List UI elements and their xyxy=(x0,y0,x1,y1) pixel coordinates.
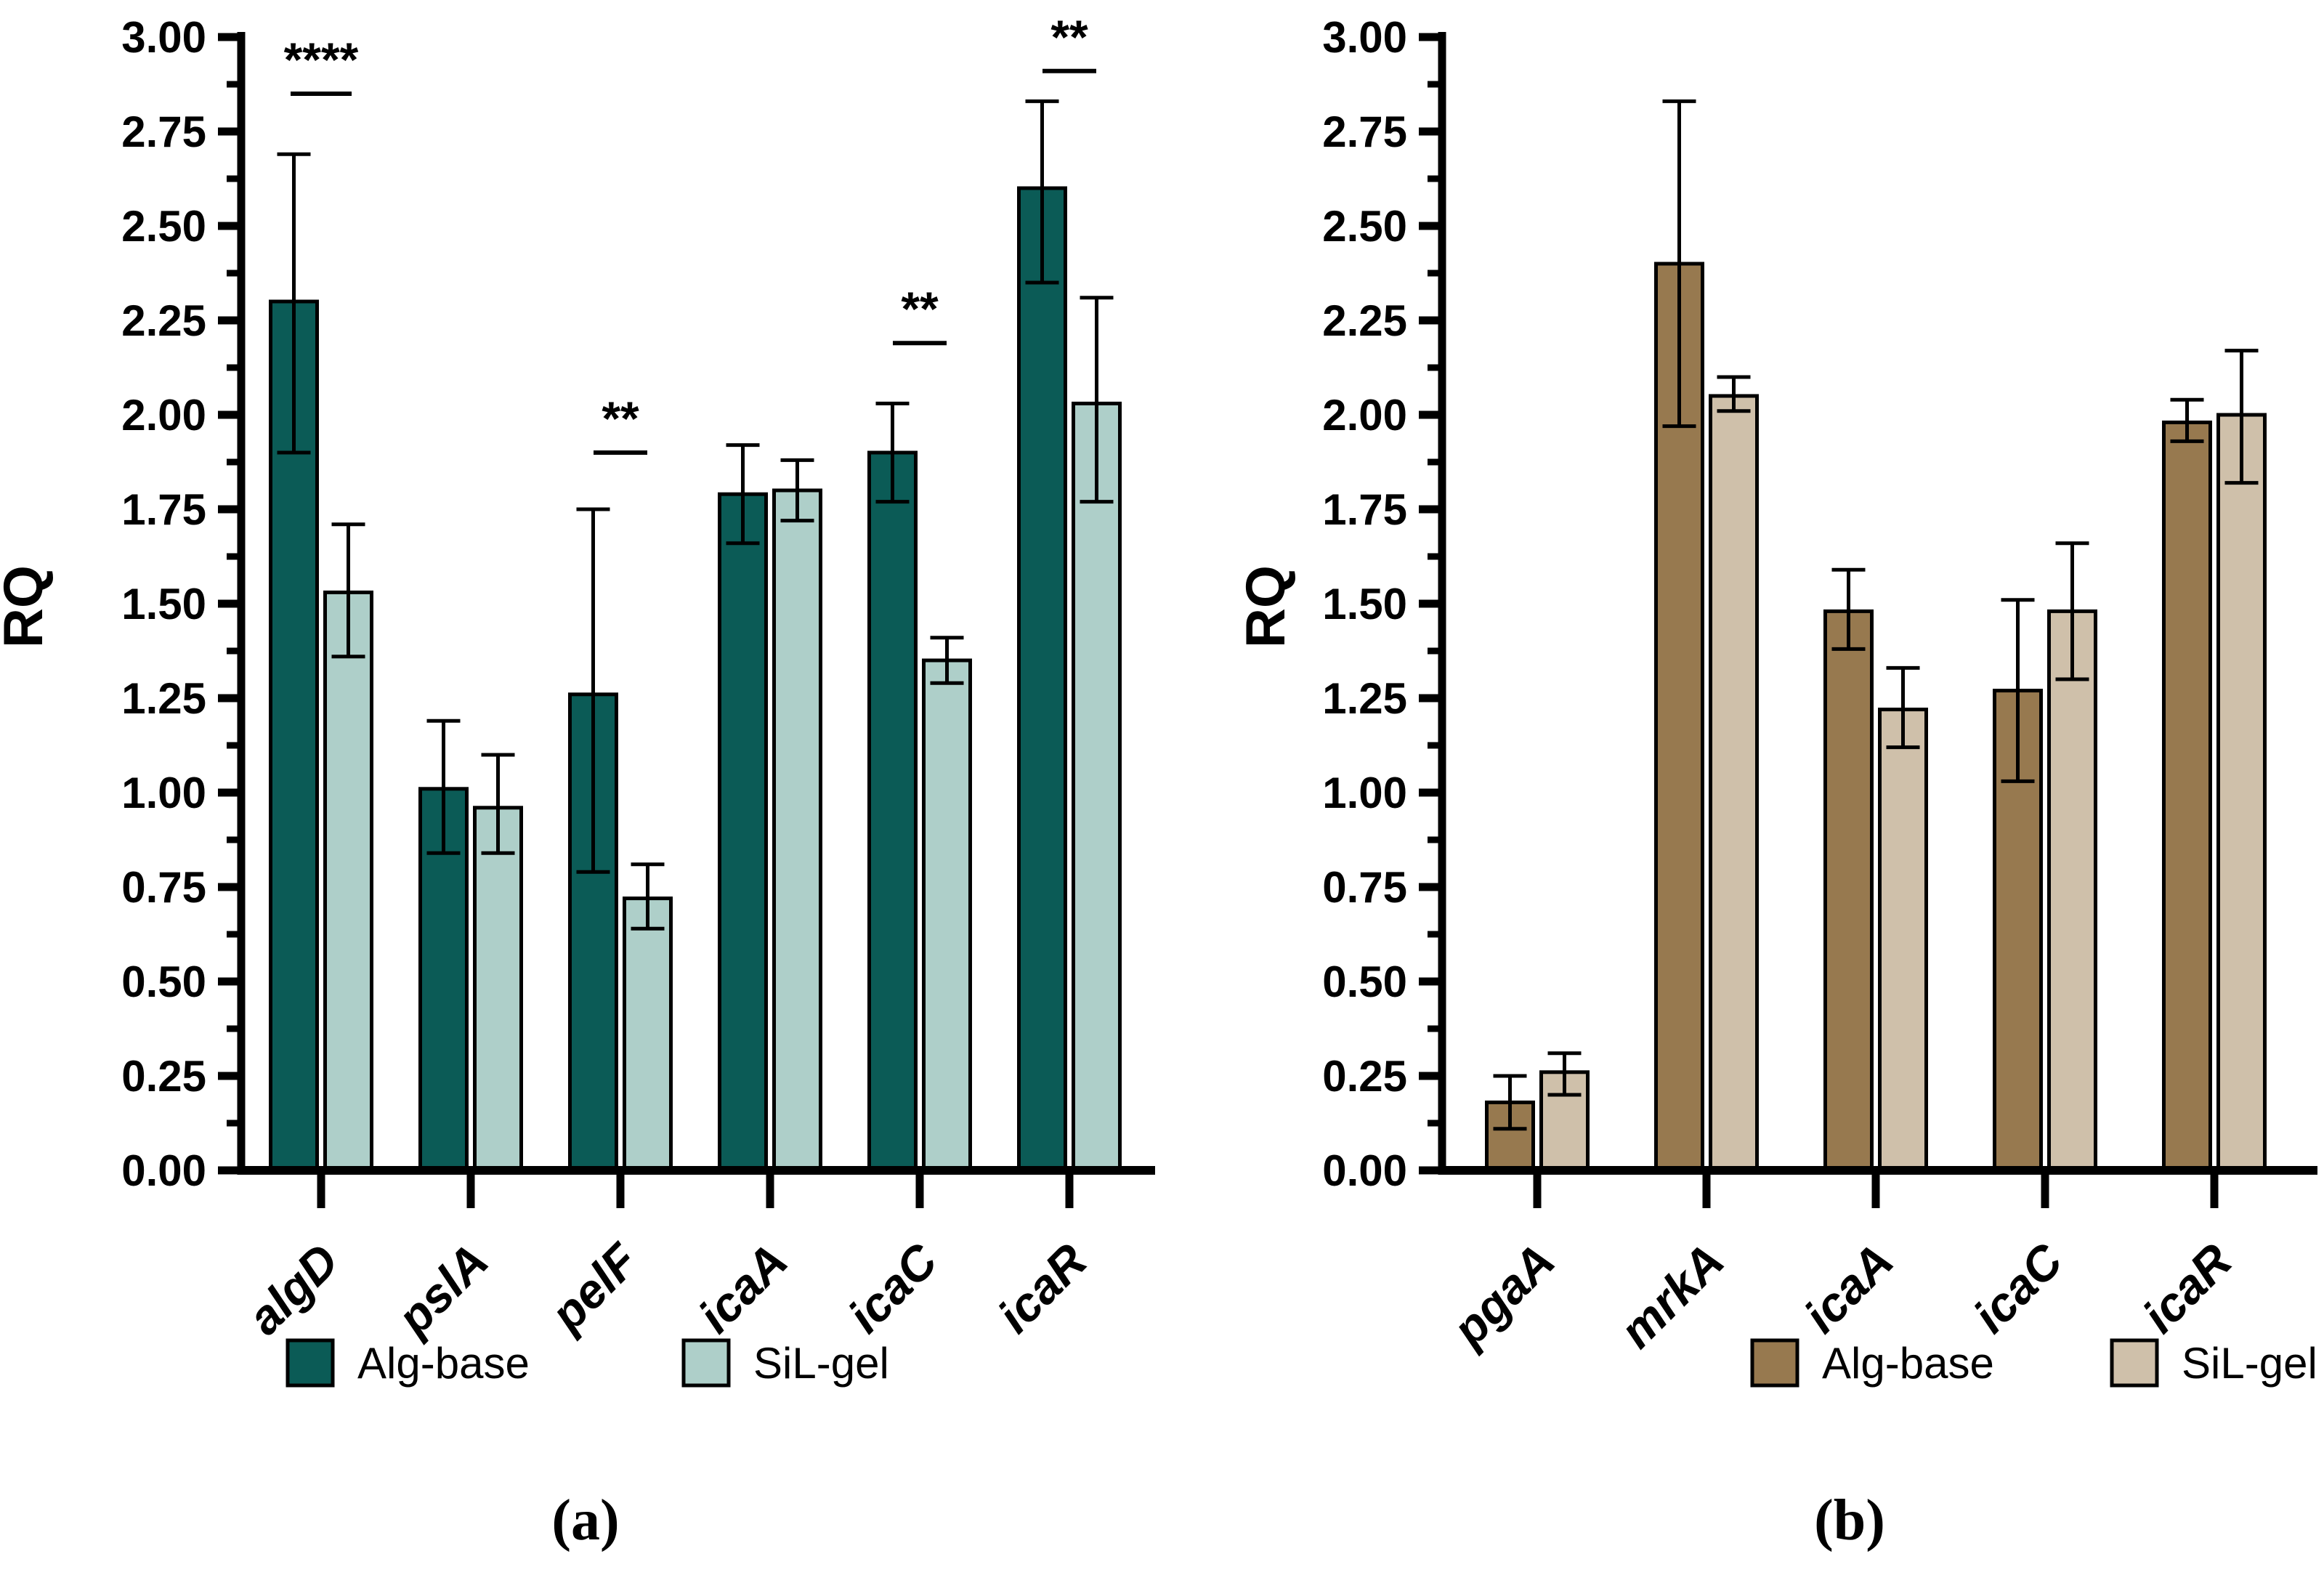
y-tick-label: 3.00 xyxy=(121,13,206,62)
legend-swatch-SiL-gel xyxy=(681,1338,731,1388)
y-tick-label: 1.00 xyxy=(121,769,206,817)
bar-icaC-SiL-gel xyxy=(922,658,972,1173)
y-tick-label: 2.50 xyxy=(121,202,206,251)
bar-pelF-SiL-gel xyxy=(623,896,673,1173)
panel-b-caption: (b) xyxy=(1814,1489,1885,1552)
bar-chart-b: 0.00 0.25 0.50 0.75 1.00 1.25 1.50 1.75 2.00 2.25… xyxy=(1235,13,2317,1388)
significance-stars: ** xyxy=(901,282,939,336)
bar-icaA-SiL-gel xyxy=(772,488,822,1173)
y-tick-label: 2.00 xyxy=(121,391,206,440)
bar-icaA-SiL-gel xyxy=(1878,708,1928,1173)
y-tick-label: 0.50 xyxy=(121,958,206,1006)
x-category-label: pelF xyxy=(539,1232,649,1342)
y-tick-label: 0.25 xyxy=(121,1052,206,1101)
x-category-label: mrkA xyxy=(1609,1234,1734,1359)
x-category-label: icaA xyxy=(1794,1234,1903,1343)
x-category-label: pgaA xyxy=(1441,1234,1564,1357)
bar-mrkA-SiL-gel xyxy=(1709,394,1759,1173)
y-tick-label: 2.75 xyxy=(121,108,206,156)
legend-label-SiL-gel: SiL-gel xyxy=(2182,1339,2317,1388)
x-category-label: algD xyxy=(237,1234,348,1345)
y-tick-label: 2.75 xyxy=(1322,108,1407,156)
y-tick-label: 2.25 xyxy=(1322,296,1407,345)
bar-icaC-Alg-base xyxy=(867,450,918,1173)
panel-a: 0.00 0.25 0.50 0.75 1.00 1.25 1.50 1.75 2.00 2.25… xyxy=(0,10,1155,1388)
bar-algD-SiL-gel xyxy=(323,590,373,1173)
significance-stars: ** xyxy=(1050,10,1088,64)
legend-label-SiL-gel: SiL-gel xyxy=(753,1339,889,1388)
y-tick-label: 1.50 xyxy=(1322,580,1407,628)
bar-icaA-Alg-base xyxy=(718,492,768,1173)
y-tick-label: 0.75 xyxy=(1322,863,1407,912)
bar-icaA-Alg-base xyxy=(1823,609,1874,1173)
y-tick-label: 0.00 xyxy=(121,1146,206,1195)
y-tick-label: 2.50 xyxy=(1322,202,1407,251)
y-tick-label: 1.75 xyxy=(121,485,206,534)
y-axis-title: RQ xyxy=(1235,565,1297,648)
y-tick-label: 1.25 xyxy=(121,674,206,723)
x-category-label: icaA xyxy=(688,1234,798,1343)
y-tick-label: 0.75 xyxy=(121,863,206,912)
y-axis-title: RQ xyxy=(0,565,54,648)
legend-swatch-Alg-base xyxy=(1750,1338,1799,1388)
x-category-label: icaR xyxy=(2132,1233,2242,1343)
y-tick-label: 1.50 xyxy=(121,580,206,628)
legend-swatch-Alg-base xyxy=(286,1338,335,1388)
y-tick-label: 2.00 xyxy=(1322,391,1407,440)
panel-b: 0.00 0.25 0.50 0.75 1.00 1.25 1.50 1.75 2.00 2.25… xyxy=(1162,0,2324,1591)
bar-icaC-SiL-gel xyxy=(2047,609,2097,1173)
bar-icaR-Alg-base xyxy=(2162,420,2212,1173)
legend-swatch-SiL-gel xyxy=(2110,1338,2159,1388)
y-tick-label: 0.25 xyxy=(1322,1052,1407,1101)
legend-label-Alg-base: Alg-base xyxy=(357,1339,530,1388)
y-tick-label: 0.00 xyxy=(1322,1146,1407,1195)
y-tick-label: 2.25 xyxy=(121,296,206,345)
x-category-label: icaR xyxy=(987,1233,1097,1343)
y-tick-label: 1.00 xyxy=(1322,769,1407,817)
x-category-label: icaC xyxy=(1963,1233,2073,1343)
x-category-label: pslA xyxy=(386,1234,498,1346)
y-tick-label: 1.75 xyxy=(1322,485,1407,534)
x-category-label: icaC xyxy=(838,1233,948,1343)
bar-icaR-SiL-gel xyxy=(1072,401,1122,1173)
y-tick-label: 0.50 xyxy=(1322,958,1407,1006)
bar-pslA-SiL-gel xyxy=(473,806,523,1173)
bar-chart-a: 0.00 0.25 0.50 0.75 1.00 1.25 1.50 1.75 2.00 2.25… xyxy=(0,10,1155,1388)
bar-icaR-SiL-gel xyxy=(2216,413,2267,1173)
y-tick-label: 3.00 xyxy=(1322,13,1407,62)
legend-label-Alg-base: Alg-base xyxy=(1822,1339,1994,1388)
significance-stars: **** xyxy=(284,33,359,86)
significance-stars: ** xyxy=(602,392,639,445)
y-tick-label: 1.25 xyxy=(1322,674,1407,723)
panel-a-caption: (a) xyxy=(551,1489,620,1552)
bar-icaR-Alg-base xyxy=(1017,186,1067,1173)
